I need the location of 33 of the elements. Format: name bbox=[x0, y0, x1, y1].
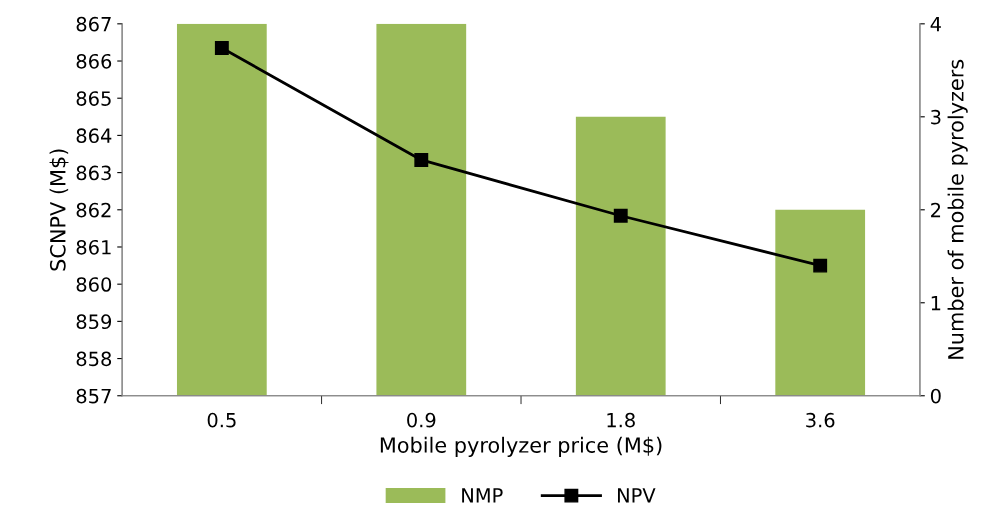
y-tick-label: 860 bbox=[76, 277, 112, 292]
y-tick-label: 861 bbox=[76, 239, 111, 255]
bar bbox=[176, 23, 267, 396]
y-tick-label: 859 bbox=[76, 314, 112, 330]
bar bbox=[376, 23, 467, 396]
y2-tick-label: 4 bbox=[930, 17, 941, 32]
legend-label: NMP bbox=[462, 488, 503, 503]
y-tick-label: 858 bbox=[76, 351, 112, 367]
y-tick-label: 867 bbox=[76, 16, 111, 32]
y-tick-label: 857 bbox=[76, 388, 111, 404]
point bbox=[813, 258, 828, 273]
bar bbox=[775, 209, 866, 396]
legend-label: NPV bbox=[618, 488, 656, 503]
point bbox=[414, 153, 429, 167]
y2-tick-label: 3 bbox=[931, 109, 941, 125]
x-tick-label: 1.8 bbox=[607, 412, 635, 428]
y-axis-title: SCNPV (M$) bbox=[49, 149, 69, 271]
y2-tick-label: 0 bbox=[930, 388, 941, 404]
y2-axis-title: Number of mobile pyrolyzers bbox=[947, 59, 968, 359]
y-tick-label: 866 bbox=[76, 53, 112, 69]
y2-tick-label: 2 bbox=[931, 202, 941, 218]
point bbox=[214, 41, 229, 55]
y-tick-label: 862 bbox=[76, 202, 111, 218]
y-tick-label: 865 bbox=[76, 91, 111, 106]
x-tick-label: 3.6 bbox=[806, 412, 835, 428]
x-tick-label: 0.5 bbox=[207, 412, 236, 428]
x-axis-title: Mobile pyrolyzer price (M$) bbox=[380, 436, 662, 457]
point bbox=[613, 208, 628, 223]
y-tick-label: 864 bbox=[76, 128, 112, 144]
y-tick-label: 863 bbox=[76, 165, 111, 181]
x-tick-label: 0.9 bbox=[407, 412, 436, 428]
y2-tick-label: 1 bbox=[931, 295, 941, 311]
bar bbox=[575, 116, 666, 396]
